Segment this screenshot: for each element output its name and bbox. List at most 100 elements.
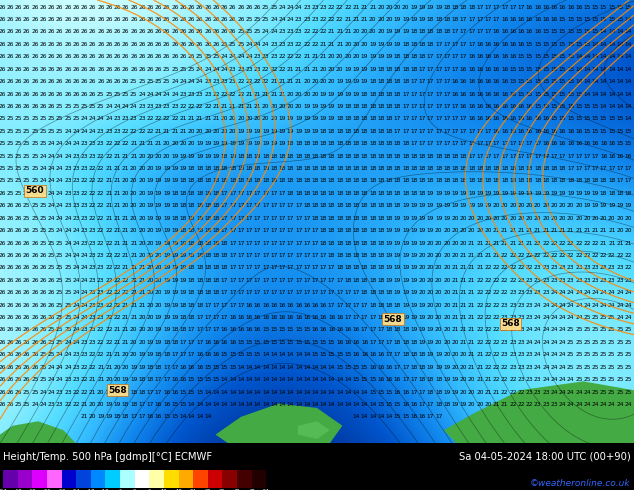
Text: 15: 15 — [328, 340, 335, 345]
Text: 15: 15 — [616, 116, 624, 122]
Text: 26: 26 — [31, 42, 39, 47]
Text: 15: 15 — [550, 29, 558, 34]
Text: 26: 26 — [122, 42, 129, 47]
Text: 17: 17 — [410, 79, 418, 84]
Text: 22: 22 — [254, 79, 261, 84]
Text: 25: 25 — [624, 365, 632, 369]
Text: 17: 17 — [295, 228, 302, 233]
Text: 17: 17 — [427, 92, 434, 97]
Text: 18: 18 — [394, 54, 401, 59]
Text: 15: 15 — [567, 42, 574, 47]
Text: 18: 18 — [443, 4, 451, 10]
Text: 22: 22 — [484, 327, 492, 332]
Text: 26: 26 — [72, 42, 80, 47]
Text: 14: 14 — [287, 352, 294, 357]
Text: 26: 26 — [81, 42, 88, 47]
Text: 16: 16 — [575, 4, 583, 10]
Text: 14: 14 — [295, 377, 302, 382]
Text: 17: 17 — [138, 415, 146, 419]
Text: 18: 18 — [171, 216, 179, 220]
Text: 25: 25 — [196, 54, 204, 59]
Text: 17: 17 — [130, 415, 138, 419]
Text: 17: 17 — [254, 228, 261, 233]
Text: 19: 19 — [583, 191, 591, 196]
Text: 19: 19 — [394, 228, 401, 233]
Text: 18: 18 — [369, 266, 377, 270]
Text: 16: 16 — [493, 67, 500, 72]
Text: 17: 17 — [624, 178, 632, 183]
Text: 16: 16 — [476, 79, 484, 84]
Text: 26: 26 — [171, 17, 179, 22]
Text: 25: 25 — [583, 352, 591, 357]
Text: 20: 20 — [196, 129, 204, 134]
Text: 24: 24 — [542, 365, 550, 369]
Text: 20: 20 — [468, 377, 476, 382]
Text: 19: 19 — [344, 67, 352, 72]
Text: 23: 23 — [89, 141, 96, 146]
Text: 20: 20 — [526, 203, 533, 208]
Text: 26: 26 — [0, 54, 6, 59]
Text: 24: 24 — [39, 390, 47, 394]
Text: 18: 18 — [377, 266, 385, 270]
Text: 24: 24 — [624, 402, 632, 407]
Text: 26: 26 — [31, 54, 39, 59]
Text: 18: 18 — [369, 191, 377, 196]
Text: 22: 22 — [575, 253, 583, 258]
Text: 14: 14 — [179, 415, 187, 419]
Text: 17: 17 — [287, 266, 294, 270]
Text: 26: 26 — [15, 216, 22, 220]
Text: 17: 17 — [344, 290, 352, 295]
Text: 20: 20 — [221, 129, 228, 134]
Text: 14: 14 — [262, 390, 269, 394]
Text: 25: 25 — [31, 377, 39, 382]
Text: 16: 16 — [509, 129, 517, 134]
Text: 19: 19 — [418, 315, 426, 320]
Text: 17: 17 — [278, 253, 286, 258]
Text: 19: 19 — [221, 141, 228, 146]
Text: 21: 21 — [328, 29, 335, 34]
Polygon shape — [216, 404, 342, 443]
Text: 26: 26 — [39, 315, 47, 320]
Text: 21: 21 — [361, 4, 368, 10]
Text: 15: 15 — [402, 415, 410, 419]
Text: 17: 17 — [221, 228, 228, 233]
Text: 22: 22 — [81, 377, 88, 382]
Text: 25: 25 — [592, 327, 599, 332]
Text: 15: 15 — [542, 92, 550, 97]
Text: 21: 21 — [451, 327, 459, 332]
Text: 14: 14 — [592, 67, 599, 72]
Text: 26: 26 — [6, 29, 14, 34]
Text: 14: 14 — [361, 402, 368, 407]
Text: 21: 21 — [320, 42, 327, 47]
Text: 26: 26 — [122, 29, 129, 34]
Text: 18: 18 — [377, 104, 385, 109]
Text: 18: 18 — [476, 178, 484, 183]
Text: 22: 22 — [113, 290, 121, 295]
Bar — [252, 470, 266, 488]
Text: 24: 24 — [287, 17, 294, 22]
Text: 15: 15 — [385, 402, 393, 407]
Text: 21: 21 — [155, 129, 162, 134]
Text: 14: 14 — [320, 365, 327, 369]
Text: 20: 20 — [122, 203, 129, 208]
Text: 26: 26 — [6, 253, 14, 258]
Text: 22: 22 — [493, 340, 500, 345]
Text: 17: 17 — [336, 303, 344, 308]
Text: 20: 20 — [113, 365, 121, 369]
Text: 18: 18 — [229, 153, 236, 159]
Text: 15: 15 — [600, 116, 607, 122]
Text: 25: 25 — [23, 153, 30, 159]
Text: 22: 22 — [105, 153, 113, 159]
Text: 17: 17 — [221, 290, 228, 295]
Text: 18: 18 — [344, 241, 352, 245]
Text: 21: 21 — [336, 29, 344, 34]
Text: 25: 25 — [56, 104, 63, 109]
Text: 23: 23 — [81, 228, 88, 233]
Text: 21: 21 — [608, 228, 616, 233]
Text: 24: 24 — [72, 303, 80, 308]
Text: 26: 26 — [15, 203, 22, 208]
Bar — [3, 470, 18, 488]
Text: 23: 23 — [97, 253, 105, 258]
Text: 26: 26 — [97, 17, 105, 22]
Text: 16: 16 — [344, 340, 352, 345]
